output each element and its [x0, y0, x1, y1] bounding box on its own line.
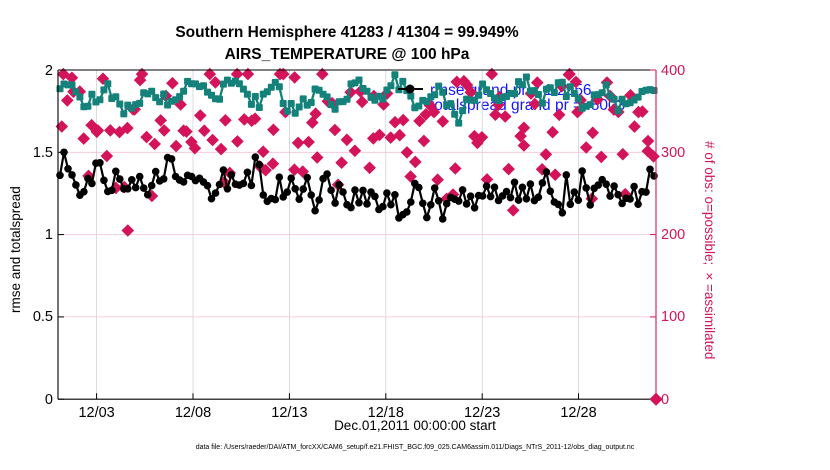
- svg-text:100: 100: [661, 309, 685, 325]
- svg-text:12/23: 12/23: [464, 405, 500, 421]
- svg-text:12/08: 12/08: [175, 405, 211, 421]
- svg-text:1.5: 1.5: [33, 145, 53, 161]
- svg-text:1: 1: [45, 227, 53, 243]
- svg-text:0.5: 0.5: [33, 309, 53, 325]
- svg-text:200: 200: [661, 227, 685, 243]
- svg-text:12/03: 12/03: [78, 405, 114, 421]
- svg-text:12/18: 12/18: [368, 405, 404, 421]
- svg-text:300: 300: [661, 145, 685, 161]
- svg-text:12/13: 12/13: [271, 405, 307, 421]
- svg-text:2: 2: [45, 63, 53, 79]
- svg-text:0: 0: [661, 392, 669, 408]
- svg-text:0: 0: [45, 392, 53, 408]
- svg-text:400: 400: [661, 63, 685, 79]
- svg-text:12/28: 12/28: [560, 405, 596, 421]
